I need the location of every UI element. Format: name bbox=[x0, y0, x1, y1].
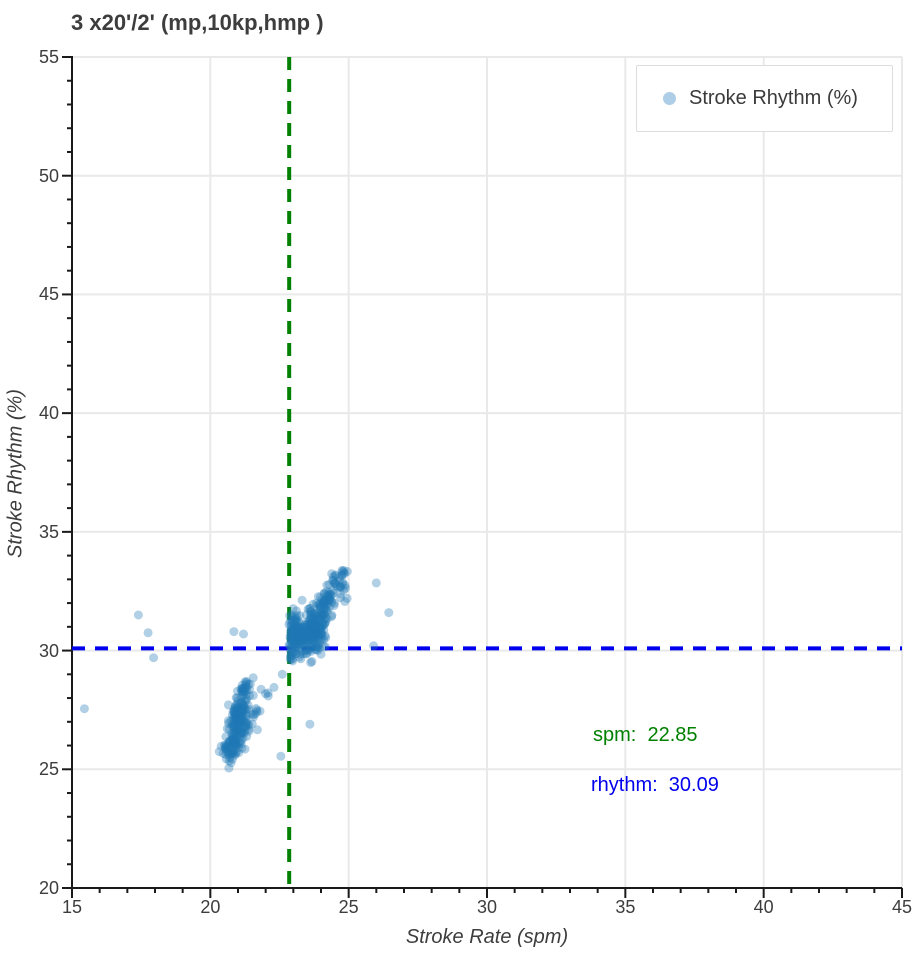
legend[interactable]: Stroke Rhythm (%) bbox=[636, 65, 893, 132]
annotation-spm: spm: 22.85 bbox=[593, 724, 698, 746]
y-tick-label: 40 bbox=[38, 403, 59, 424]
annotation-rhythm: rhythm: 30.09 bbox=[591, 774, 719, 796]
legend-marker-icon bbox=[663, 92, 676, 105]
y-tick-label: 25 bbox=[38, 759, 59, 780]
y-tick-label: 55 bbox=[38, 47, 59, 67]
legend-label: Stroke Rhythm (%) bbox=[689, 87, 858, 109]
y-axis-label: Stroke Rhythm (%) bbox=[4, 389, 27, 558]
y-tick-label: 35 bbox=[38, 521, 59, 542]
x-axis-label: Stroke Rate (spm) bbox=[405, 926, 569, 948]
chart-title: 3 x20'/2' (mp,10kp,hmp ) bbox=[71, 10, 324, 35]
x-tick-label: 25 bbox=[338, 897, 359, 917]
x-tick-label: 30 bbox=[476, 897, 498, 917]
x-tick-label: 40 bbox=[753, 897, 774, 917]
x-tick-label: 35 bbox=[615, 897, 636, 917]
y-tick-label: 45 bbox=[38, 284, 59, 305]
y-tick-label: 20 bbox=[38, 878, 59, 898]
x-tick-label: 15 bbox=[61, 897, 83, 917]
x-tick-label: 45 bbox=[891, 897, 912, 917]
y-tick-label: 30 bbox=[38, 640, 59, 661]
y-tick-label: 50 bbox=[38, 165, 59, 186]
x-tick-label: 20 bbox=[200, 897, 221, 917]
